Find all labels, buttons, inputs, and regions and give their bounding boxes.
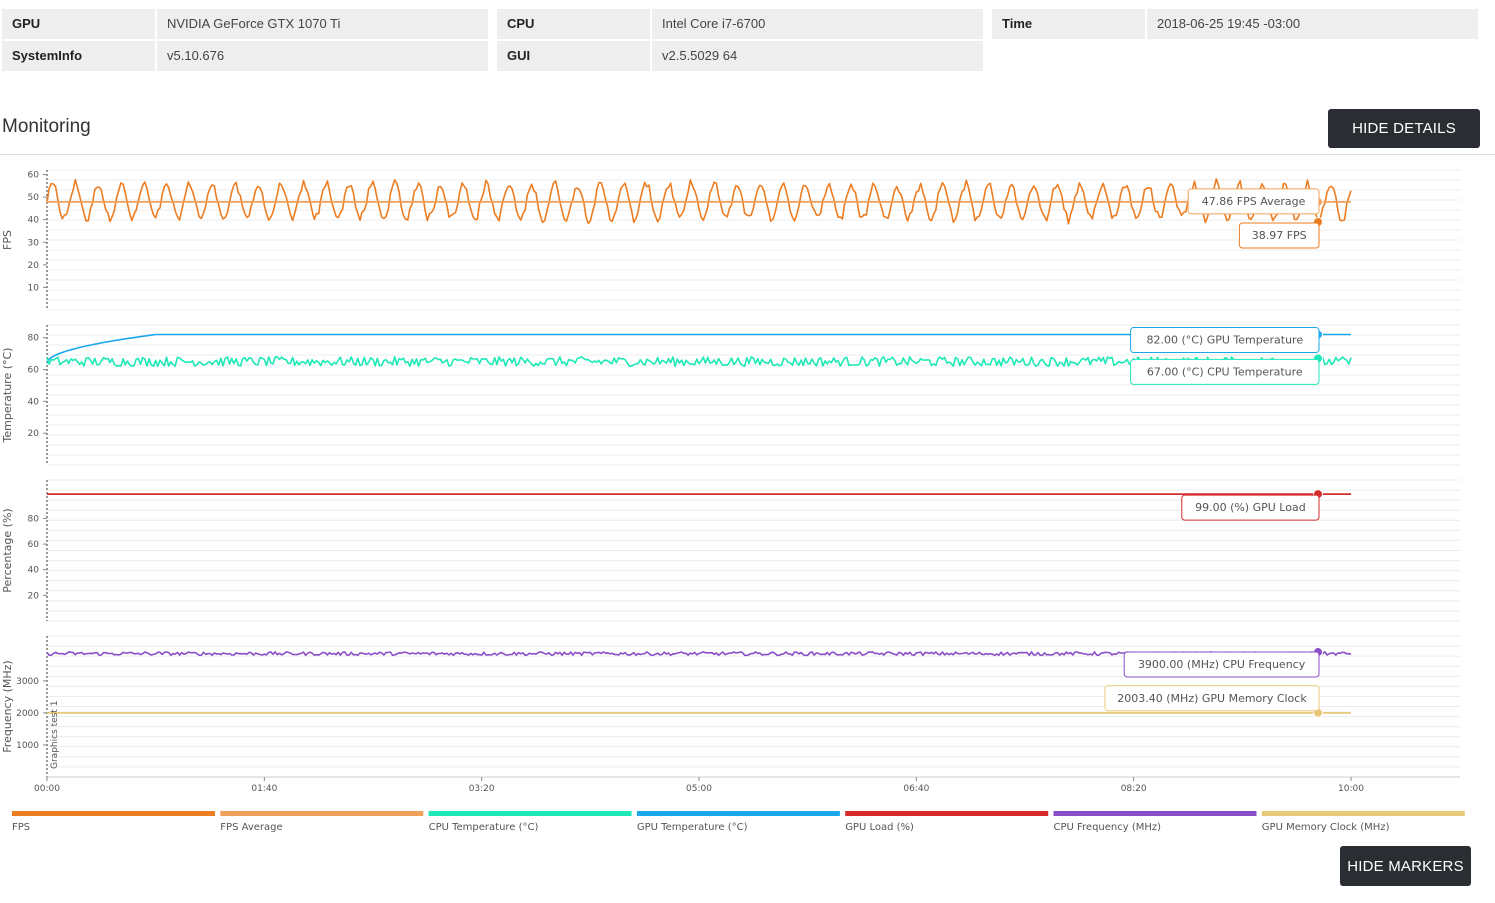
legend-label[interactable]: CPU Frequency (MHz) (1054, 822, 1162, 833)
tooltip-box (1123, 651, 1320, 678)
y-tick-label: 30 (28, 238, 40, 248)
y-tick-label: 20 (28, 261, 40, 271)
y-axis-title: FPS (1, 230, 14, 250)
legend-label[interactable]: GPU Load (%) (845, 822, 914, 833)
legend-swatch-gpu-memory-clock-mhz[interactable] (1261, 811, 1465, 816)
y-axis-title: Temperature (°C) (1, 348, 14, 444)
legend-label[interactable]: FPS (12, 822, 30, 833)
section-title-monitoring: Monitoring (2, 116, 91, 137)
y-tick-label: 20 (28, 429, 40, 439)
tooltip-label: 47.86 FPS Average (1202, 195, 1306, 208)
marker-label: Graphics test 1 (50, 701, 60, 769)
x-tick-label: 10:00 (1338, 784, 1364, 794)
legend-swatch-gpu-load[interactable] (845, 811, 1049, 816)
tooltip-box (1181, 494, 1320, 521)
y-tick-label: 1000 (16, 741, 39, 751)
y-tick-label: 10 (28, 283, 40, 293)
tooltip-box (1238, 222, 1320, 249)
legend-label[interactable]: GPU Temperature (°C) (637, 822, 748, 833)
x-tick-label: 03:20 (469, 784, 495, 794)
info-key-gpu: GPU (2, 9, 155, 39)
info-value-cpu: Intel Core i7-6700 (652, 9, 983, 39)
tooltip-label: 38.97 FPS (1252, 229, 1307, 242)
info-key-systeminfo: SystemInfo (2, 41, 155, 71)
legend-swatch-cpu-temperature-c[interactable] (428, 811, 632, 816)
section-divider (0, 154, 1495, 155)
legend-swatch-fps-average[interactable] (220, 811, 424, 816)
legend-swatch-fps[interactable] (12, 811, 215, 816)
y-tick-label: 20 (28, 591, 40, 601)
hide-markers-button[interactable]: HIDE MARKERS (1340, 846, 1471, 886)
tooltip-box (1130, 358, 1320, 385)
tooltip-box (1104, 685, 1320, 712)
tooltip-label: 82.00 (°C) GPU Temperature (1146, 334, 1303, 347)
legend-swatch-cpu-frequency-mhz[interactable] (1053, 811, 1257, 816)
info-value-gpu: NVIDIA GeForce GTX 1070 Ti (157, 9, 488, 39)
x-tick-label: 01:40 (251, 784, 277, 794)
x-tick-label: 05:00 (686, 784, 712, 794)
y-axis-title: Frequency (MHz) (1, 660, 14, 752)
x-tick-label: 06:40 (903, 784, 929, 794)
series-line-fps (46, 178, 1352, 225)
tooltip-label: 3900.00 (MHz) CPU Frequency (1138, 658, 1306, 671)
info-value-systeminfo: v5.10.676 (157, 41, 488, 71)
y-tick-label: 3000 (16, 677, 39, 687)
legend-label[interactable]: CPU Temperature (°C) (429, 822, 539, 833)
info-key-gui: GUI (497, 41, 650, 71)
y-tick-label: 2000 (16, 709, 39, 719)
y-tick-label: 40 (28, 566, 40, 576)
series-line-cpu-temperature-c (46, 356, 1352, 368)
hide-details-button[interactable]: HIDE DETAILS (1328, 109, 1480, 148)
info-value-gui: v2.5.5029 64 (652, 41, 983, 71)
y-tick-label: 60 (28, 540, 40, 550)
legend-swatch-gpu-temperature-c[interactable] (636, 811, 840, 816)
y-axis-title: Percentage (%) (1, 508, 14, 592)
y-tick-label: 50 (28, 193, 40, 203)
legend-label[interactable]: FPS Average (220, 822, 282, 833)
y-tick-label: 80 (28, 334, 40, 344)
tooltip-box (1187, 188, 1320, 215)
tooltip-box (1130, 327, 1320, 354)
info-key-cpu: CPU (497, 9, 650, 39)
x-tick-label: 00:00 (34, 784, 60, 794)
tooltip-label: 99.00 (%) GPU Load (1195, 501, 1306, 514)
y-tick-label: 80 (28, 514, 40, 524)
y-tick-label: 60 (28, 171, 40, 181)
legend-label[interactable]: GPU Memory Clock (MHz) (1262, 822, 1390, 833)
tooltip-label: 2003.40 (MHz) GPU Memory Clock (1117, 692, 1307, 705)
y-tick-label: 60 (28, 366, 40, 376)
info-value-time: 2018-06-25 19:45 -03:00 (1147, 9, 1478, 39)
x-tick-label: 08:20 (1121, 784, 1147, 794)
y-tick-label: 40 (28, 216, 40, 226)
info-key-time: Time (992, 9, 1145, 39)
y-tick-label: 40 (28, 397, 40, 407)
tooltip-label: 67.00 (°C) CPU Temperature (1147, 365, 1303, 378)
